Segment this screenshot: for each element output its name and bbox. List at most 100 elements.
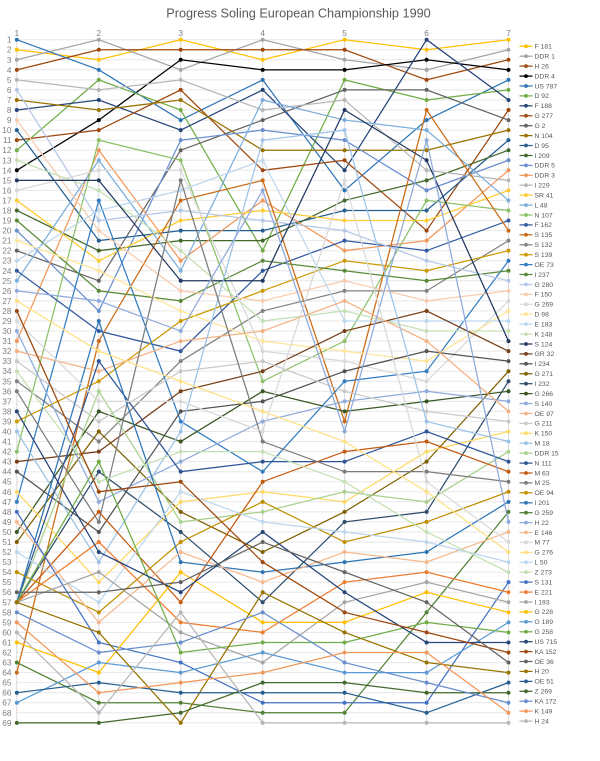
svg-text:58: 58 bbox=[2, 607, 12, 617]
svg-text:N 111: N 111 bbox=[535, 460, 552, 467]
svg-text:25: 25 bbox=[2, 276, 12, 286]
svg-text:24: 24 bbox=[2, 266, 12, 276]
svg-text:31: 31 bbox=[2, 336, 12, 346]
svg-text:59: 59 bbox=[2, 617, 12, 627]
svg-text:10: 10 bbox=[2, 125, 12, 135]
svg-text:G 259: G 259 bbox=[535, 510, 554, 517]
svg-text:G 266: G 266 bbox=[535, 391, 554, 398]
svg-text:G 189: G 189 bbox=[535, 619, 554, 626]
svg-text:L 48: L 48 bbox=[535, 202, 548, 209]
svg-text:18: 18 bbox=[2, 206, 12, 216]
svg-text:42: 42 bbox=[2, 447, 12, 457]
svg-text:27: 27 bbox=[2, 296, 12, 306]
svg-text:48: 48 bbox=[2, 507, 12, 517]
svg-text:DDR 5: DDR 5 bbox=[535, 163, 556, 170]
svg-text:51: 51 bbox=[2, 537, 12, 547]
svg-text:32: 32 bbox=[2, 346, 12, 356]
svg-text:M 18: M 18 bbox=[535, 441, 550, 448]
svg-text:E 183: E 183 bbox=[535, 321, 553, 328]
svg-text:GR 32: GR 32 bbox=[535, 351, 555, 358]
svg-text:G 277: G 277 bbox=[535, 113, 554, 120]
svg-text:40: 40 bbox=[2, 427, 12, 437]
svg-text:M 77: M 77 bbox=[535, 540, 550, 547]
svg-text:K 150: K 150 bbox=[535, 431, 553, 438]
svg-text:22: 22 bbox=[2, 246, 12, 256]
svg-text:M 25: M 25 bbox=[535, 480, 550, 487]
svg-text:G 258: G 258 bbox=[535, 629, 554, 636]
svg-text:L 50: L 50 bbox=[535, 560, 548, 567]
svg-text:I 234: I 234 bbox=[535, 361, 550, 368]
svg-text:S 124: S 124 bbox=[535, 341, 553, 348]
svg-text:47: 47 bbox=[2, 497, 12, 507]
svg-text:H 20: H 20 bbox=[535, 669, 550, 676]
svg-text:62: 62 bbox=[2, 648, 12, 658]
svg-text:49: 49 bbox=[2, 517, 12, 527]
svg-text:5: 5 bbox=[342, 28, 347, 38]
svg-text:41: 41 bbox=[2, 437, 12, 447]
svg-text:Progress Soling European Champ: Progress Soling European Championship 19… bbox=[166, 7, 431, 21]
svg-text:US 787: US 787 bbox=[535, 83, 558, 90]
svg-text:68: 68 bbox=[2, 708, 12, 718]
svg-text:I 237: I 237 bbox=[535, 272, 550, 279]
svg-text:G 269: G 269 bbox=[535, 302, 554, 309]
svg-text:DDR 3: DDR 3 bbox=[535, 173, 556, 180]
svg-text:DDR 15: DDR 15 bbox=[535, 450, 559, 457]
svg-text:DDR 1: DDR 1 bbox=[535, 54, 556, 61]
svg-text:S 131: S 131 bbox=[535, 579, 553, 586]
svg-text:KA 172: KA 172 bbox=[535, 699, 557, 706]
svg-text:H 22: H 22 bbox=[535, 520, 550, 527]
svg-text:66: 66 bbox=[2, 688, 12, 698]
svg-text:23: 23 bbox=[2, 256, 12, 266]
svg-text:D 98: D 98 bbox=[535, 312, 550, 319]
svg-text:63: 63 bbox=[2, 658, 12, 668]
svg-text:57: 57 bbox=[2, 597, 12, 607]
svg-text:F 162: F 162 bbox=[535, 222, 553, 229]
svg-text:7: 7 bbox=[7, 95, 12, 105]
svg-text:13: 13 bbox=[2, 155, 12, 165]
svg-text:38: 38 bbox=[2, 406, 12, 416]
svg-text:H 26: H 26 bbox=[535, 63, 550, 70]
svg-text:G 228: G 228 bbox=[535, 609, 554, 616]
svg-text:1: 1 bbox=[7, 35, 12, 45]
svg-text:S 132: S 132 bbox=[535, 242, 553, 249]
svg-text:E 221: E 221 bbox=[535, 589, 553, 596]
svg-text:I 193: I 193 bbox=[535, 599, 550, 606]
svg-text:N 104: N 104 bbox=[535, 133, 553, 140]
svg-text:28: 28 bbox=[2, 306, 12, 316]
svg-text:D 95: D 95 bbox=[535, 143, 550, 150]
svg-text:4: 4 bbox=[260, 28, 265, 38]
svg-text:OE 73: OE 73 bbox=[535, 262, 554, 269]
svg-text:SR 41: SR 41 bbox=[535, 192, 554, 199]
svg-text:I 232: I 232 bbox=[535, 381, 550, 388]
svg-text:6: 6 bbox=[7, 85, 12, 95]
svg-text:36: 36 bbox=[2, 386, 12, 396]
svg-text:D 92: D 92 bbox=[535, 93, 550, 100]
svg-text:5: 5 bbox=[7, 75, 12, 85]
svg-text:G 211: G 211 bbox=[535, 421, 553, 428]
svg-text:45: 45 bbox=[2, 477, 12, 487]
svg-text:17: 17 bbox=[2, 195, 12, 205]
svg-text:60: 60 bbox=[2, 627, 12, 637]
svg-text:E 146: E 146 bbox=[535, 530, 553, 537]
svg-text:44: 44 bbox=[2, 467, 12, 477]
svg-text:43: 43 bbox=[2, 457, 12, 467]
svg-text:61: 61 bbox=[2, 638, 12, 648]
svg-text:20: 20 bbox=[2, 226, 12, 236]
svg-text:6: 6 bbox=[424, 28, 429, 38]
svg-text:OE 97: OE 97 bbox=[535, 411, 554, 418]
svg-text:H 24: H 24 bbox=[535, 718, 550, 725]
svg-text:26: 26 bbox=[2, 286, 12, 296]
svg-text:12: 12 bbox=[2, 145, 12, 155]
svg-text:65: 65 bbox=[2, 678, 12, 688]
svg-text:8: 8 bbox=[7, 105, 12, 115]
svg-text:37: 37 bbox=[2, 396, 12, 406]
svg-text:69: 69 bbox=[2, 718, 12, 728]
svg-text:US 715: US 715 bbox=[535, 639, 558, 646]
svg-text:55: 55 bbox=[2, 577, 12, 587]
svg-text:OE 51: OE 51 bbox=[535, 679, 554, 686]
svg-text:DDR 4: DDR 4 bbox=[535, 73, 556, 80]
svg-text:64: 64 bbox=[2, 668, 12, 678]
svg-text:14: 14 bbox=[2, 165, 12, 175]
svg-text:G 271: G 271 bbox=[535, 371, 554, 378]
svg-text:S 139: S 139 bbox=[535, 252, 553, 259]
